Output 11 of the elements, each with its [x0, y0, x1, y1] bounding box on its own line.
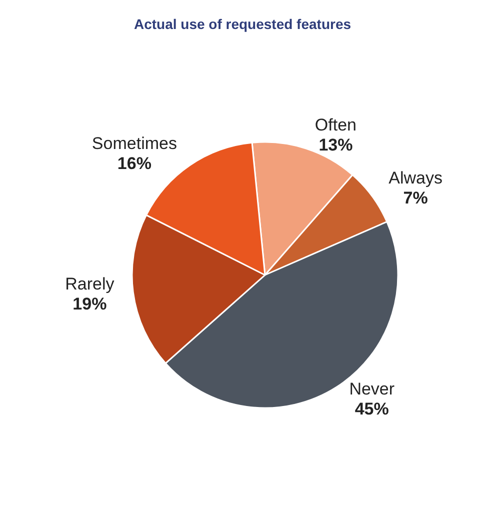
slice-label: Often [314, 116, 357, 135]
data-label: 45% [354, 399, 389, 418]
data-label: 16% [117, 154, 152, 174]
slice-label: Rarely [65, 274, 115, 294]
slice-label: Sometimes [92, 134, 177, 154]
slice-label: Never [349, 379, 395, 398]
slice-label: Always [388, 168, 442, 188]
data-label: 19% [72, 294, 107, 314]
data-label: 7% [403, 188, 428, 208]
data-label: 13% [318, 136, 353, 155]
chart-title: Actual use of requested features [134, 16, 352, 32]
